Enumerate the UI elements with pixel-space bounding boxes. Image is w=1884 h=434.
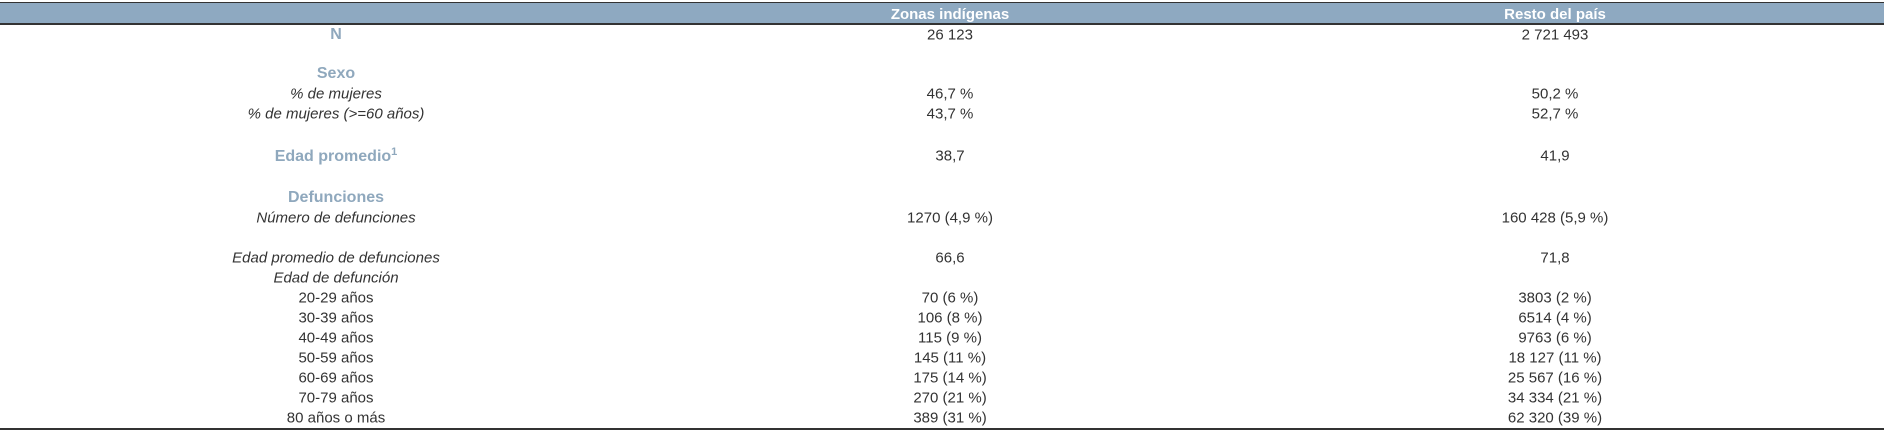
cell-value: 9763 (6 %) bbox=[1518, 329, 1592, 347]
cell-value: 115 (9 %) bbox=[918, 329, 982, 347]
cell-value: 6514 (4 %) bbox=[1518, 309, 1592, 327]
label-text: Número de defunciones bbox=[256, 209, 416, 227]
cell-value: 43,7 % bbox=[926, 105, 974, 123]
row-label: 80 años o más bbox=[287, 410, 385, 427]
bottom-rule bbox=[0, 428, 1884, 430]
row-label: N bbox=[330, 26, 342, 44]
cell-value: 145 (11 %) bbox=[913, 349, 987, 367]
row-label: Edad de defunción bbox=[273, 270, 398, 287]
column-header: Resto del país bbox=[1504, 6, 1606, 23]
cell-value: 26 123 bbox=[927, 26, 973, 44]
cell-value: 70 (6 %) bbox=[921, 289, 979, 307]
cell-value: 71,8 bbox=[1540, 249, 1570, 267]
label-text: Edad de defunción bbox=[273, 269, 399, 287]
cell-value: 160 428 (5,9 %) bbox=[1501, 209, 1609, 227]
cell-value: 41,9 bbox=[1540, 147, 1570, 165]
row-label: % de mujeres (>=60 años) bbox=[248, 106, 425, 123]
header-bar: Zonas indígenas Resto del país bbox=[0, 2, 1884, 25]
cell-value: 46,7 % bbox=[926, 85, 974, 103]
label-text: Defunciones bbox=[287, 189, 385, 206]
label-text: 60-69 años bbox=[298, 369, 374, 387]
cell-value: 38,7 bbox=[935, 147, 965, 165]
row-label: 20-29 años bbox=[298, 290, 373, 307]
label-text: Sexo bbox=[316, 65, 356, 82]
row-label: Número de defunciones bbox=[256, 210, 415, 227]
cell-value: 3803 (2 %) bbox=[1518, 289, 1592, 307]
cell-value: 25 567 (16 %) bbox=[1507, 369, 1603, 387]
cell-value: 34 334 (21 %) bbox=[1507, 389, 1603, 407]
row-label: 70-79 años bbox=[298, 390, 373, 407]
row-label: % de mujeres bbox=[290, 86, 382, 103]
row-label: 30-39 años bbox=[298, 310, 373, 327]
label-text: % de mujeres (>=60 años) bbox=[247, 105, 425, 123]
label-text: N bbox=[330, 26, 342, 43]
row-label: 60-69 años bbox=[298, 370, 373, 387]
cell-value: 66,6 bbox=[935, 249, 965, 267]
label-text: 70-79 años bbox=[298, 389, 374, 407]
cell-value: 1270 (4,9 %) bbox=[907, 209, 993, 227]
row-label: Edad promedio de defunciones bbox=[232, 250, 440, 267]
footnote-mark: 1 bbox=[391, 145, 398, 158]
label-text: 80 años o más bbox=[286, 409, 386, 427]
row-label: 50-59 años bbox=[298, 350, 373, 367]
row-label: Sexo bbox=[317, 65, 355, 83]
cell-value: 270 (21 %) bbox=[913, 389, 987, 407]
cell-value: 52,7 % bbox=[1531, 105, 1579, 123]
cell-value: 2 721 493 bbox=[1521, 26, 1589, 44]
label-text: 30-39 años bbox=[298, 309, 374, 327]
cell-value: 175 (14 %) bbox=[913, 369, 987, 387]
cell-value: 50,2 % bbox=[1531, 85, 1579, 103]
cell-value: 18 127 (11 %) bbox=[1508, 349, 1602, 367]
cell-value: 389 (31 %) bbox=[913, 409, 987, 427]
label-text: 50-59 años bbox=[298, 349, 374, 367]
label-text: Edad promedio de defunciones bbox=[232, 249, 440, 267]
label-text: 40-49 años bbox=[298, 329, 374, 347]
row-label: Edad promedio1 bbox=[275, 146, 398, 166]
label-text: % de mujeres bbox=[290, 85, 382, 103]
row-label: 40-49 años bbox=[298, 330, 373, 347]
cell-value: 106 (8 %) bbox=[917, 309, 983, 327]
label-text: 20-29 años bbox=[298, 289, 374, 307]
row-label: Defunciones bbox=[288, 189, 384, 207]
column-header: Zonas indígenas bbox=[890, 6, 1010, 23]
cell-value: 62 320 (39 %) bbox=[1507, 409, 1603, 427]
label-text: Edad promedio bbox=[274, 148, 392, 166]
